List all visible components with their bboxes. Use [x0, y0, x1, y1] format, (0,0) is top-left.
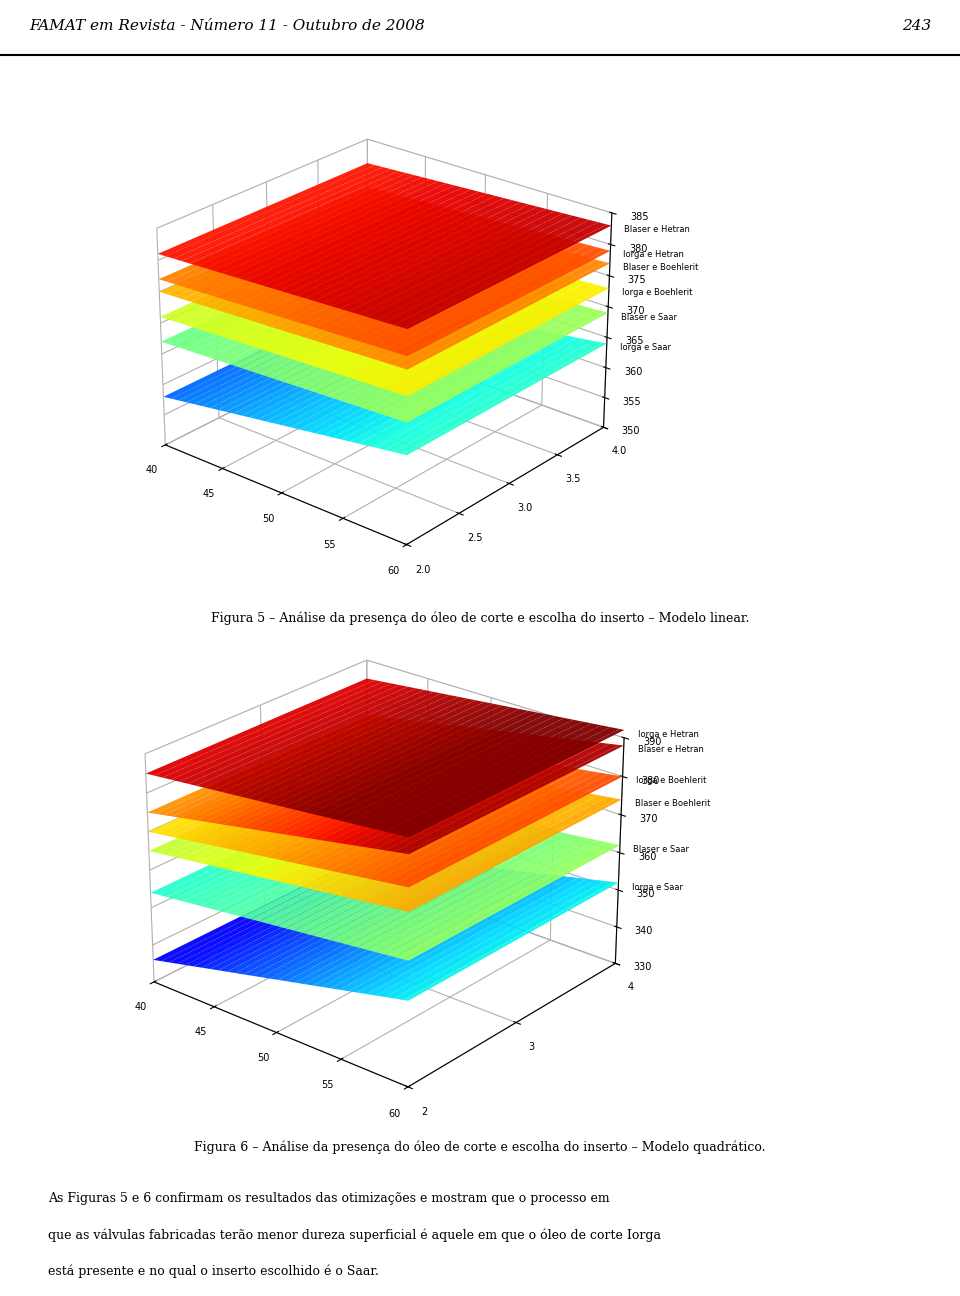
Text: Figura 5 – Análise da presença do óleo de corte e escolha do inserto – Modelo li: Figura 5 – Análise da presença do óleo d… — [211, 612, 749, 625]
Text: está presente e no qual o inserto escolhido é o Saar.: está presente e no qual o inserto escolh… — [48, 1265, 379, 1278]
Text: 243: 243 — [902, 19, 931, 34]
Text: FAMAT em Revista - Número 11 - Outubro de 2008: FAMAT em Revista - Número 11 - Outubro d… — [29, 19, 424, 34]
Text: Figura 6 – Análise da presença do óleo de corte e escolha do inserto – Modelo qu: Figura 6 – Análise da presença do óleo d… — [194, 1140, 766, 1153]
Text: As Figuras 5 e 6 confirmam os resultados das otimizações e mostram que o process: As Figuras 5 e 6 confirmam os resultados… — [48, 1192, 610, 1205]
Text: que as válvulas fabricadas terão menor dureza superficial é aquele em que o óleo: que as válvulas fabricadas terão menor d… — [48, 1229, 661, 1242]
